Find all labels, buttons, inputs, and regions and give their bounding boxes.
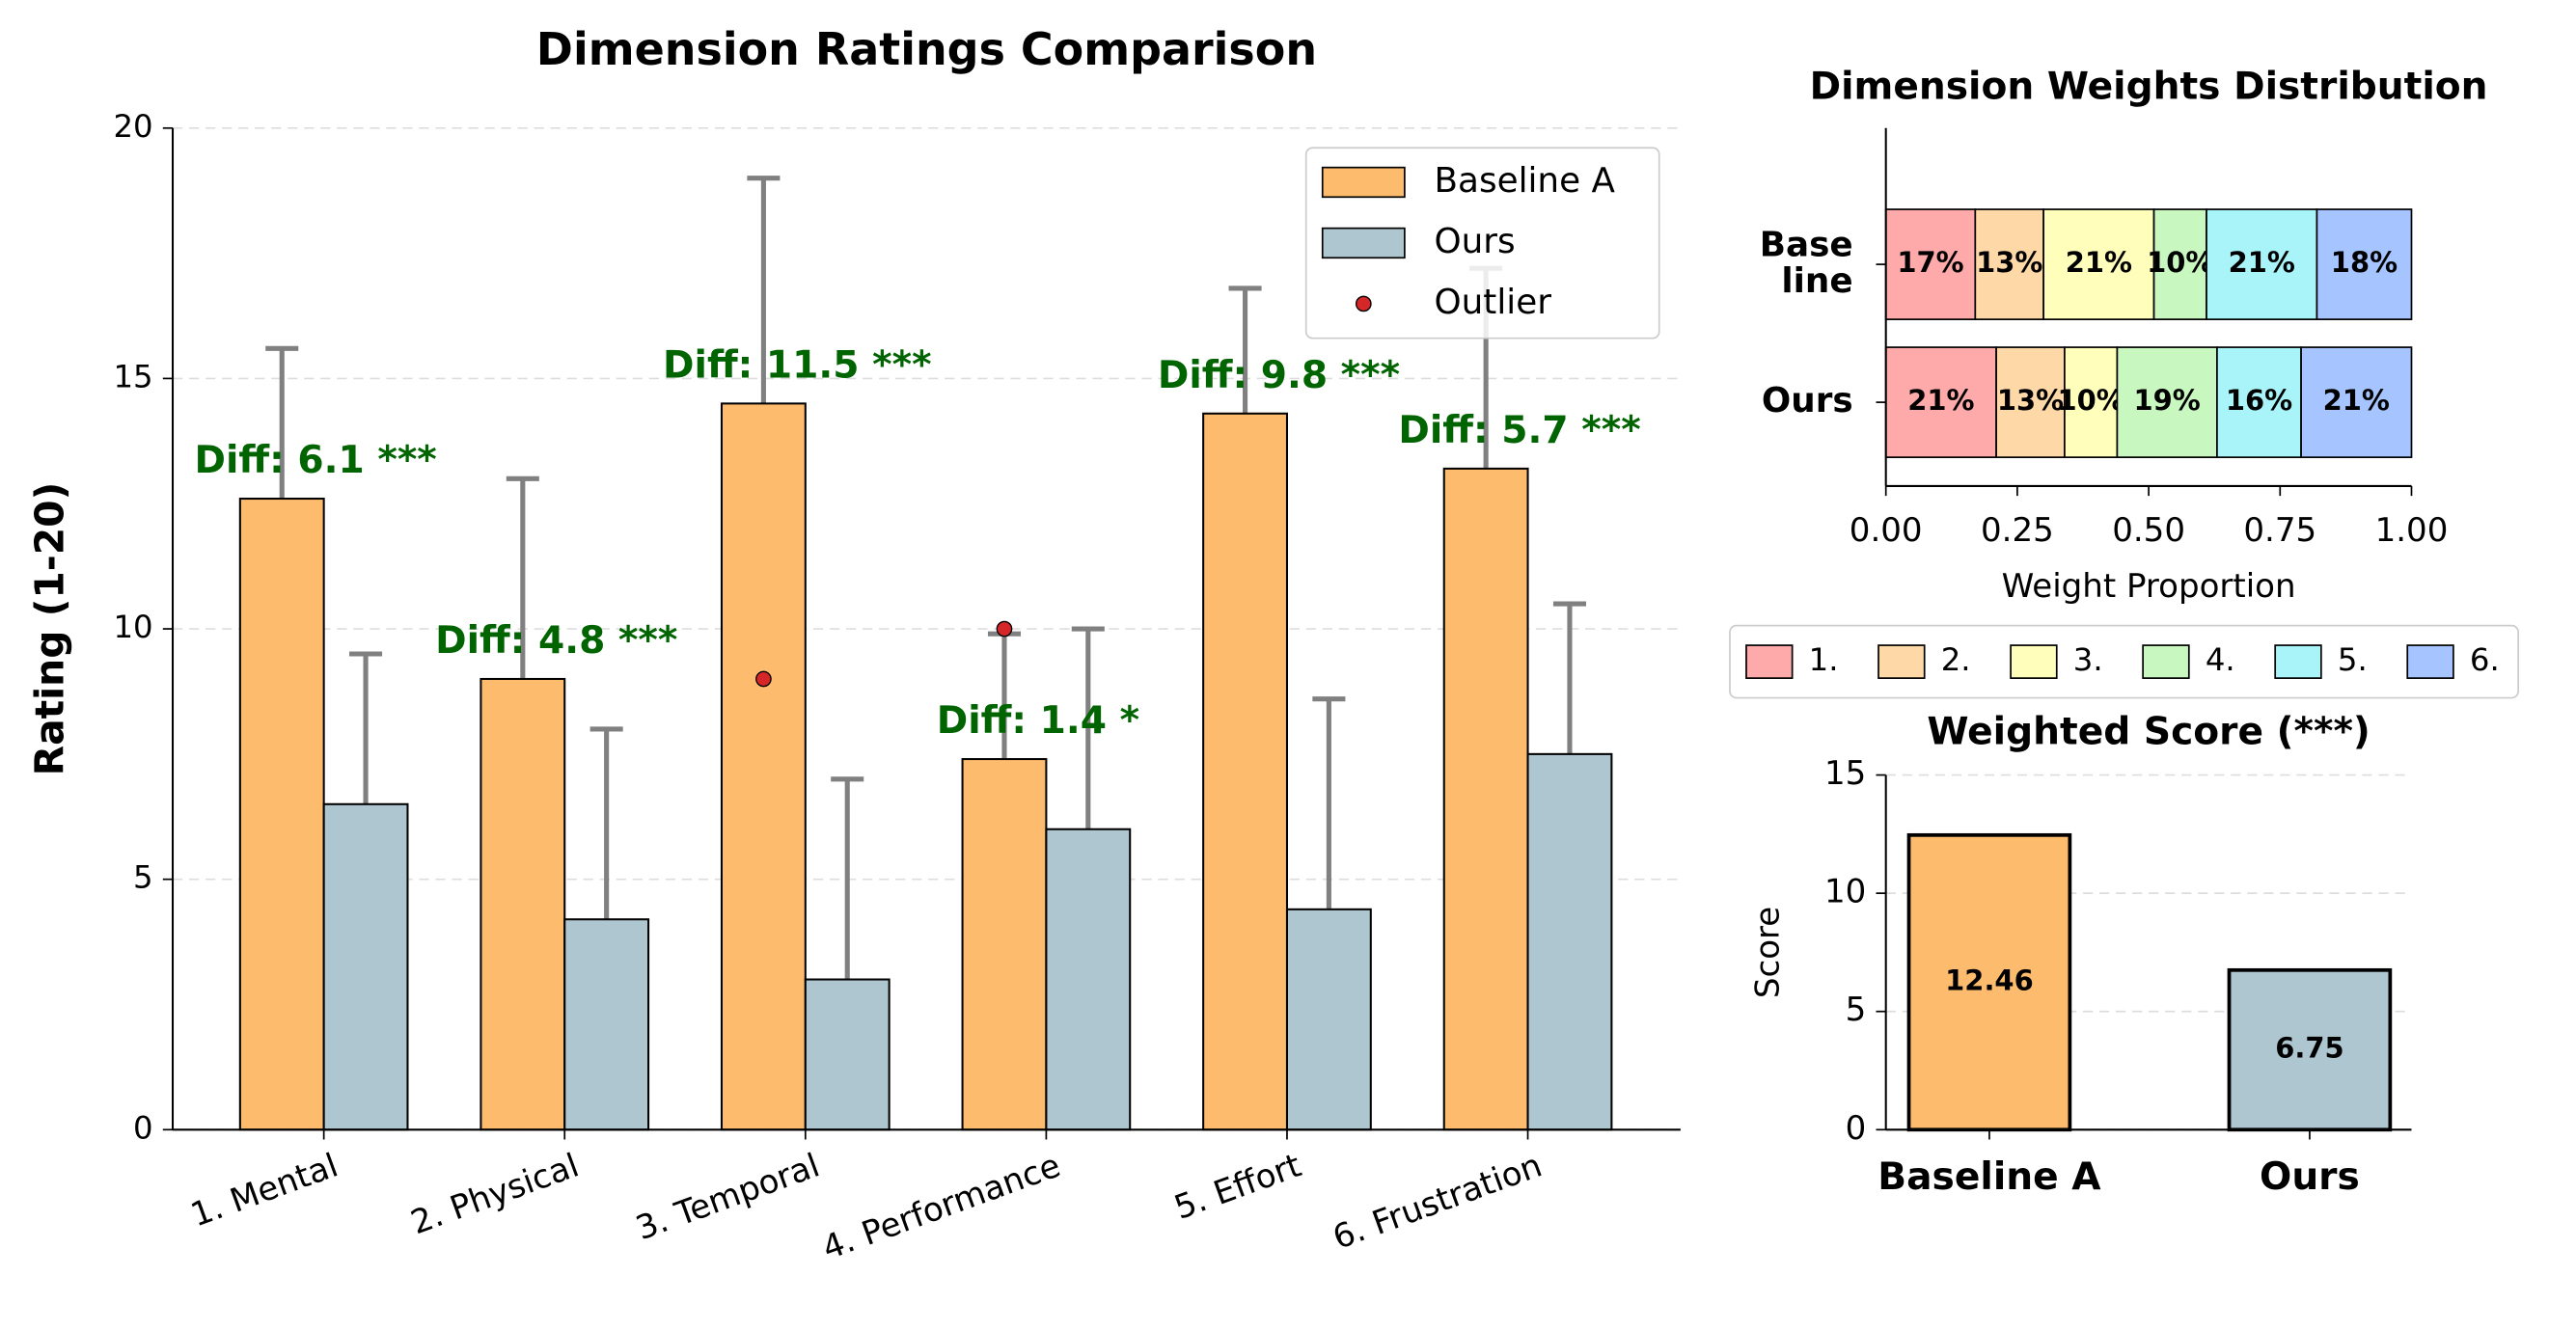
- x-tick-label: 0.75: [2243, 511, 2316, 550]
- value-label: 6.75: [2275, 1032, 2343, 1065]
- legend-marker: [1355, 295, 1372, 312]
- legend-label: 2.: [1941, 641, 1971, 678]
- bar: [720, 402, 807, 1131]
- legend-label: Ours: [1435, 222, 1516, 261]
- bar: [1906, 832, 2072, 1132]
- legend-swatch: [1877, 644, 1926, 679]
- x-tick-label: 0.50: [2112, 511, 2185, 550]
- bar-segment: [1995, 346, 2066, 458]
- y-tick-label: 15: [1824, 754, 1866, 793]
- segment-label: 21%: [2066, 246, 2132, 279]
- diff-annotation: Diff: 9.8 ***: [1158, 354, 1400, 397]
- legend-swatch: [2010, 644, 2058, 679]
- bar-segment: [2300, 346, 2413, 458]
- segment-label: 21%: [2229, 246, 2295, 279]
- y-axis-label: Rating (1-20): [27, 482, 73, 776]
- legend-box: [1729, 624, 2520, 699]
- legend-swatch: [1321, 227, 1406, 259]
- legend-label: 3.: [2073, 641, 2103, 678]
- bar: [961, 758, 1048, 1131]
- segment-label: 21%: [1907, 384, 1974, 417]
- diff-annotation: Diff: 5.7 ***: [1398, 409, 1640, 452]
- bar-segment: [1884, 346, 1997, 458]
- bar-segment: [2116, 346, 2218, 458]
- legend-label: 4.: [2206, 641, 2235, 678]
- y-axis-label: Score: [1748, 907, 1787, 998]
- segment-label: 19%: [2134, 384, 2201, 417]
- bar: [1526, 752, 1613, 1131]
- value-label: 12.46: [1945, 964, 2034, 997]
- bar: [1202, 412, 1289, 1131]
- x-tick-label: 5. Effort: [1169, 1147, 1306, 1228]
- x-axis-label: Weight Proportion: [2002, 567, 2296, 606]
- diff-annotation: Diff: 11.5 ***: [663, 343, 931, 387]
- y-tick-label: 5: [1846, 991, 1867, 1029]
- legend-swatch: [2142, 644, 2190, 679]
- x-tick-label: Ours: [2260, 1155, 2360, 1199]
- segment-label: 13%: [1976, 246, 2042, 279]
- segment-label: 13%: [1997, 384, 2064, 417]
- legend-label: Baseline A: [1435, 161, 1616, 201]
- y-tick-label: 20: [113, 108, 152, 145]
- y-tick-label: 10: [1824, 873, 1866, 911]
- chart-title: Dimension Ratings Comparison: [536, 23, 1317, 75]
- chart-title: Dimension Weights Distribution: [1810, 65, 2488, 108]
- bar-segment: [2042, 208, 2155, 320]
- x-tick-label: Baseline A: [1877, 1155, 2101, 1199]
- legend-label: Outlier: [1435, 283, 1552, 322]
- bar: [1285, 908, 1372, 1131]
- bar: [1045, 828, 1132, 1131]
- bar: [1442, 467, 1529, 1131]
- segment-label: 16%: [2226, 384, 2292, 417]
- y-tick-label: 0: [133, 1109, 153, 1146]
- legend-swatch: [2406, 644, 2454, 679]
- bar-segment: [2316, 208, 2413, 320]
- legend-swatch: [1745, 644, 1794, 679]
- chart-title: Weighted Score (***): [1927, 711, 2370, 754]
- outlier: [996, 620, 1013, 638]
- legend-label: 5.: [2338, 641, 2368, 678]
- bar: [563, 918, 650, 1131]
- bar: [480, 677, 566, 1131]
- bar-segment: [2152, 208, 2207, 320]
- segment-label: 10%: [2058, 384, 2124, 417]
- bar: [322, 802, 409, 1131]
- segment-label: 18%: [2331, 246, 2398, 279]
- outlier: [755, 670, 772, 688]
- y-tick-label: 5: [133, 859, 153, 896]
- bar-segment: [1974, 208, 2044, 320]
- segment-label: 21%: [2323, 384, 2390, 417]
- bar: [238, 498, 325, 1131]
- legend-swatch: [2274, 644, 2322, 679]
- legend-label: 6.: [2470, 641, 2500, 678]
- bar-segment: [2206, 208, 2318, 320]
- y-tick-label: Ours: [1762, 381, 1853, 421]
- x-tick-label: 1.00: [2375, 511, 2449, 550]
- segment-label: 10%: [2147, 246, 2213, 279]
- x-tick-label: 6. Frustration: [1328, 1147, 1547, 1258]
- y-tick-label: 0: [1846, 1109, 1867, 1148]
- segment-label: 17%: [1897, 246, 1963, 279]
- diff-annotation: Diff: 4.8 ***: [435, 619, 677, 663]
- diff-annotation: Diff: 1.4 *: [937, 699, 1139, 743]
- x-tick-label: 2. Physical: [406, 1147, 584, 1243]
- diff-annotation: Diff: 6.1 ***: [195, 439, 437, 482]
- x-tick-label: 0.00: [1850, 511, 1923, 550]
- y-tick-label: Base line: [1760, 225, 1853, 300]
- bar: [804, 978, 891, 1131]
- x-tick-label: 1. Mental: [186, 1147, 343, 1235]
- x-tick-label: 3. Temporal: [631, 1147, 825, 1249]
- legend-swatch: [1321, 166, 1406, 199]
- x-tick-label: 4. Performance: [817, 1147, 1065, 1268]
- legend-label: 1.: [1809, 641, 1839, 678]
- bar-segment: [2216, 346, 2302, 458]
- bar-segment: [1884, 208, 1977, 320]
- y-tick-label: 10: [113, 609, 152, 645]
- y-tick-label: 15: [113, 358, 152, 394]
- x-tick-label: 0.25: [1981, 511, 2054, 550]
